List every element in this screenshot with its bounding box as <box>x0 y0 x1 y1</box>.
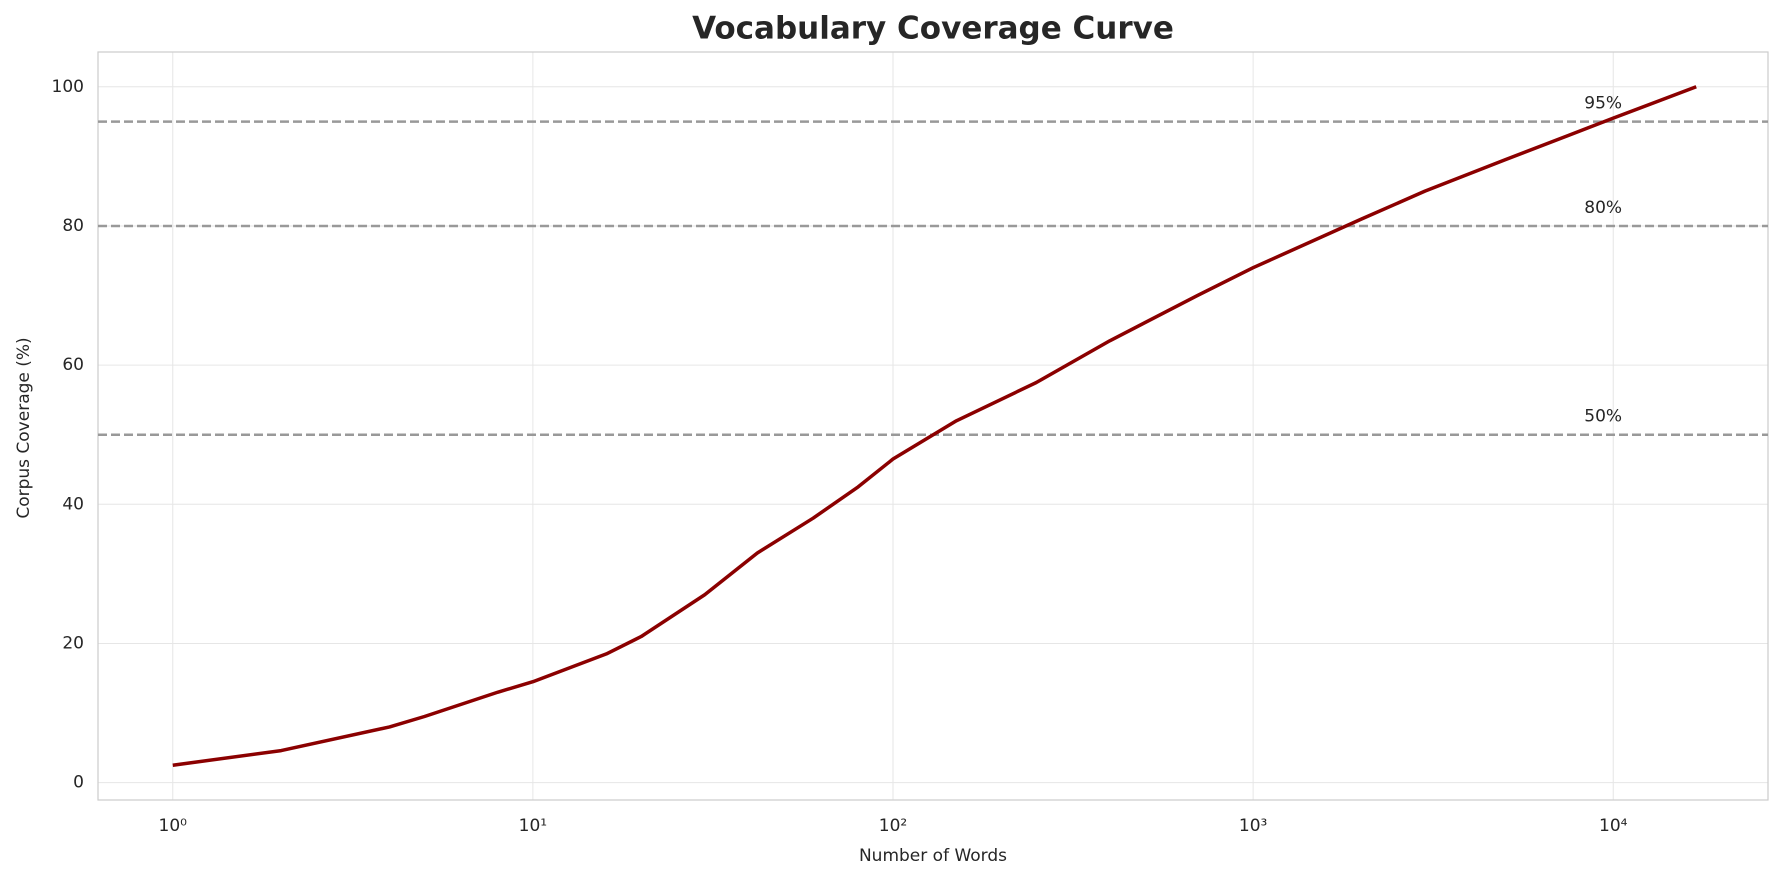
x-axis-label: Number of Words <box>859 846 1007 866</box>
reference-label: 50% <box>1584 407 1622 427</box>
y-tick-label: 60 <box>62 355 84 375</box>
y-tick-label: 80 <box>62 216 84 236</box>
data-line <box>172 85 1697 767</box>
reference-label: 95% <box>1584 94 1622 114</box>
plot-frame <box>97 51 1769 801</box>
x-tick-label: 10¹ <box>519 816 547 836</box>
x-tick-label: 10⁰ <box>159 816 188 836</box>
reference-label: 80% <box>1584 198 1622 218</box>
chart-title: Vocabulary Coverage Curve <box>692 11 1174 47</box>
y-tick-label: 40 <box>62 494 84 514</box>
x-tick-label: 10² <box>879 816 907 836</box>
y-tick-label: 20 <box>62 633 84 653</box>
y-tick-label: 100 <box>52 77 84 97</box>
x-tick-label: 10⁴ <box>1599 816 1628 836</box>
x-tick-label: 10³ <box>1239 816 1267 836</box>
y-tick-label: 0 <box>73 773 84 793</box>
y-axis-label: Corpus Coverage (%) <box>14 337 34 518</box>
